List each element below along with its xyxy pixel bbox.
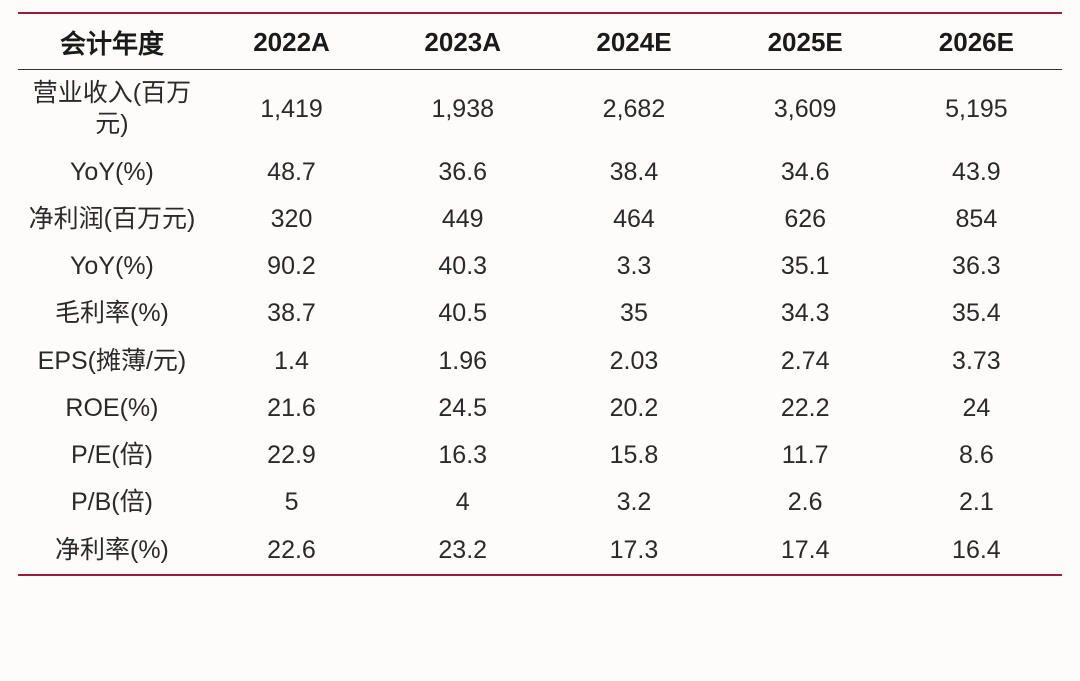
cell-value: 48.7 [206,149,377,196]
cell-value: 2,682 [548,70,719,149]
cell-value: 90.2 [206,243,377,290]
table-row: ROE(%)21.624.520.222.224 [18,385,1062,432]
row-label: YoY(%) [18,243,206,290]
financial-table: 会计年度 2022A 2023A 2024E 2025E 2026E 营业收入(… [18,12,1062,576]
table-row: P/B(倍)543.22.62.1 [18,479,1062,526]
cell-value: 40.5 [377,290,548,337]
table-row: EPS(摊薄/元)1.41.962.032.743.73 [18,338,1062,385]
cell-value: 8.6 [891,432,1062,479]
row-label: EPS(摊薄/元) [18,338,206,385]
cell-value: 34.3 [720,290,891,337]
cell-value: 35.4 [891,290,1062,337]
cell-value: 35 [548,290,719,337]
cell-value: 1,419 [206,70,377,149]
cell-value: 16.4 [891,527,1062,575]
cell-value: 5 [206,479,377,526]
cell-value: 3,609 [720,70,891,149]
cell-value: 22.2 [720,385,891,432]
col-header-2022a: 2022A [206,13,377,70]
cell-value: 24.5 [377,385,548,432]
row-label: P/B(倍) [18,479,206,526]
cell-value: 854 [891,196,1062,243]
cell-value: 2.6 [720,479,891,526]
cell-value: 20.2 [548,385,719,432]
cell-value: 320 [206,196,377,243]
table-row: P/E(倍)22.916.315.811.78.6 [18,432,1062,479]
cell-value: 449 [377,196,548,243]
table-row: 净利润(百万元)320449464626854 [18,196,1062,243]
cell-value: 1.4 [206,338,377,385]
cell-value: 23.2 [377,527,548,575]
cell-value: 11.7 [720,432,891,479]
table-row: 净利率(%)22.623.217.317.416.4 [18,527,1062,575]
table-row: 毛利率(%)38.740.53534.335.4 [18,290,1062,337]
row-label: 净利润(百万元) [18,196,206,243]
cell-value: 464 [548,196,719,243]
cell-value: 15.8 [548,432,719,479]
cell-value: 3.3 [548,243,719,290]
row-label: YoY(%) [18,149,206,196]
col-header-2025e: 2025E [720,13,891,70]
cell-value: 22.6 [206,527,377,575]
table-body: 营业收入(百万元)1,4191,9382,6823,6095,195YoY(%)… [18,70,1062,575]
cell-value: 22.9 [206,432,377,479]
col-header-2024e: 2024E [548,13,719,70]
cell-value: 40.3 [377,243,548,290]
cell-value: 4 [377,479,548,526]
col-header-2026e: 2026E [891,13,1062,70]
cell-value: 34.6 [720,149,891,196]
cell-value: 2.1 [891,479,1062,526]
row-label: 毛利率(%) [18,290,206,337]
table-header-row: 会计年度 2022A 2023A 2024E 2025E 2026E [18,13,1062,70]
row-label: P/E(倍) [18,432,206,479]
col-header-2023a: 2023A [377,13,548,70]
cell-value: 38.4 [548,149,719,196]
cell-value: 17.3 [548,527,719,575]
row-label: 营业收入(百万元) [18,70,206,149]
cell-value: 36.3 [891,243,1062,290]
row-label: ROE(%) [18,385,206,432]
cell-value: 43.9 [891,149,1062,196]
cell-value: 17.4 [720,527,891,575]
cell-value: 1,938 [377,70,548,149]
cell-value: 1.96 [377,338,548,385]
cell-value: 16.3 [377,432,548,479]
table-row: 营业收入(百万元)1,4191,9382,6823,6095,195 [18,70,1062,149]
cell-value: 38.7 [206,290,377,337]
cell-value: 5,195 [891,70,1062,149]
cell-value: 2.74 [720,338,891,385]
cell-value: 24 [891,385,1062,432]
table-row: YoY(%)90.240.33.335.136.3 [18,243,1062,290]
cell-value: 3.73 [891,338,1062,385]
table-row: YoY(%)48.736.638.434.643.9 [18,149,1062,196]
row-label: 净利率(%) [18,527,206,575]
cell-value: 36.6 [377,149,548,196]
cell-value: 3.2 [548,479,719,526]
cell-value: 626 [720,196,891,243]
cell-value: 21.6 [206,385,377,432]
cell-value: 2.03 [548,338,719,385]
cell-value: 35.1 [720,243,891,290]
col-header-metric: 会计年度 [18,13,206,70]
